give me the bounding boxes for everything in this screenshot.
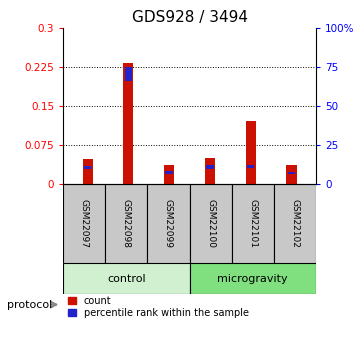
Bar [245, 120, 256, 184]
Bar [232, 184, 274, 263]
Bar [288, 172, 295, 174]
Bar [164, 165, 174, 184]
Bar [190, 184, 232, 263]
Text: GSM22098: GSM22098 [122, 199, 131, 248]
Bar [205, 158, 215, 184]
Bar [274, 184, 316, 263]
Text: GSM22097: GSM22097 [80, 199, 89, 248]
Bar [125, 67, 132, 81]
Bar [247, 165, 255, 168]
Bar [206, 165, 214, 169]
Bar [123, 62, 134, 184]
Bar [105, 184, 147, 263]
Text: protocol: protocol [7, 300, 52, 310]
Bar [83, 159, 93, 184]
Title: GDS928 / 3494: GDS928 / 3494 [131, 10, 248, 25]
Text: GSM22099: GSM22099 [164, 199, 173, 248]
Text: control: control [107, 274, 145, 284]
Legend: count, percentile rank within the sample: count, percentile rank within the sample [68, 296, 249, 318]
Text: GSM22100: GSM22100 [206, 199, 215, 248]
Text: microgravity: microgravity [217, 274, 288, 284]
Text: GSM22101: GSM22101 [248, 199, 257, 248]
Bar [147, 184, 190, 263]
Bar [63, 263, 190, 295]
Bar [63, 184, 105, 263]
Bar [84, 166, 91, 169]
Bar [190, 263, 316, 295]
Bar [286, 165, 296, 184]
Text: GSM22102: GSM22102 [290, 199, 299, 248]
Bar [165, 171, 173, 174]
